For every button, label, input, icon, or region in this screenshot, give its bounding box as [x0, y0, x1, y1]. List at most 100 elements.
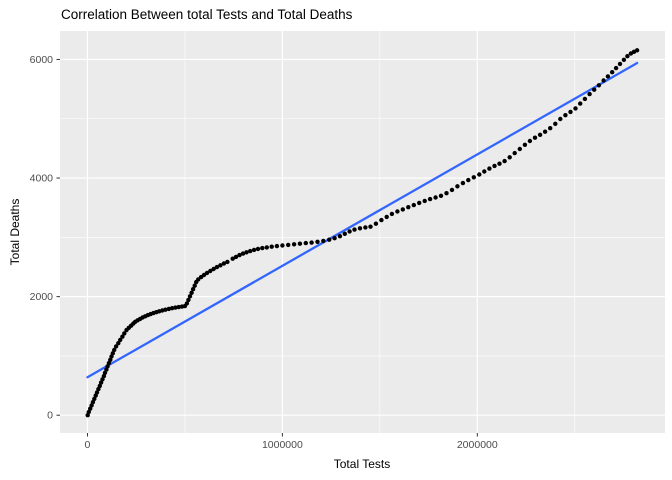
data-point: [582, 96, 588, 102]
data-point: [105, 364, 110, 369]
data-point: [558, 116, 563, 122]
trend-line: [86, 61, 639, 379]
data-point: [233, 254, 239, 260]
data-point: [601, 78, 606, 83]
data-point: [587, 91, 592, 97]
panel-background: [60, 31, 665, 433]
data-point: [347, 229, 352, 234]
data-point: [610, 70, 615, 75]
data-point: [592, 87, 597, 92]
data-point: [94, 390, 100, 395]
x-axis-title: Total Tests: [333, 457, 391, 471]
x-tick-label: 1000000: [262, 439, 303, 451]
data-point: [303, 240, 308, 246]
data-point: [166, 306, 171, 312]
data-point: [230, 256, 235, 261]
data-point: [384, 214, 389, 220]
data-point: [548, 126, 553, 131]
data-point: [88, 406, 93, 411]
y-tick-label: 2000: [30, 291, 54, 303]
data-point: [517, 146, 522, 152]
chart-title: Correlation Between total Tests and Tota…: [61, 7, 353, 22]
data-point: [176, 304, 181, 310]
data-point: [337, 234, 343, 239]
data-point: [438, 193, 444, 198]
data-point: [208, 268, 213, 274]
y-tick-label: 4000: [30, 173, 54, 185]
data-point: [260, 245, 265, 251]
data-point: [621, 57, 627, 62]
data-point: [92, 396, 97, 402]
data-point: [97, 383, 103, 389]
data-point: [492, 163, 497, 169]
data-point: [466, 177, 471, 183]
data-point: [449, 187, 455, 193]
data-point: [274, 243, 280, 249]
data-point: [537, 132, 543, 137]
data-point: [225, 259, 230, 265]
data-point: [395, 209, 400, 214]
data-point: [237, 252, 242, 258]
data-point: [363, 225, 368, 230]
data-point: [411, 202, 416, 208]
data-point: [444, 191, 449, 196]
x-tick-label: 2000000: [457, 439, 498, 451]
data-point: [122, 331, 127, 336]
data-point: [112, 347, 117, 353]
data-point: [578, 101, 583, 106]
y-axis-title: Total Deaths: [8, 198, 22, 266]
data-point: [422, 198, 427, 204]
data-point: [357, 226, 363, 231]
data-point: [460, 180, 466, 186]
data-point: [400, 207, 405, 212]
data-point: [502, 158, 507, 164]
data-point: [264, 245, 269, 250]
data-point: [389, 211, 395, 217]
data-point: [417, 200, 422, 206]
data-point: [192, 283, 197, 288]
data-point: [315, 239, 320, 244]
data-point: [244, 250, 249, 255]
data-point: [118, 337, 123, 343]
data-point: [487, 166, 492, 171]
data-point: [368, 224, 373, 229]
data-point: [532, 135, 538, 140]
data-point: [269, 244, 274, 249]
data-point: [187, 294, 193, 299]
data-point: [186, 297, 191, 303]
data-point: [352, 227, 357, 232]
data-point: [163, 307, 168, 312]
data-point: [512, 150, 517, 156]
data-point: [255, 246, 261, 252]
data-point: [497, 161, 502, 166]
data-point: [218, 263, 223, 268]
data-point: [527, 138, 533, 144]
data-point: [251, 247, 257, 253]
data-point: [568, 109, 573, 115]
data-point: [184, 301, 190, 306]
data-point: [573, 106, 578, 111]
data-point: [104, 367, 109, 372]
data-point: [113, 344, 119, 349]
data-point: [309, 240, 314, 245]
data-point: [477, 172, 482, 177]
data-point: [596, 83, 602, 88]
data-point: [427, 196, 433, 202]
data-point: [634, 48, 640, 53]
data-point: [553, 121, 558, 127]
data-point: [625, 54, 630, 59]
data-point: [321, 238, 326, 244]
data-point: [98, 380, 104, 385]
data-point: [342, 231, 347, 236]
data-point: [90, 400, 96, 405]
data-point: [613, 65, 619, 71]
data-point: [211, 266, 216, 272]
data-point: [116, 341, 121, 346]
data-point: [433, 195, 438, 200]
data-point: [471, 175, 476, 180]
data-point: [522, 142, 528, 147]
data-point: [214, 264, 220, 270]
data-point: [455, 184, 460, 189]
data-point: [291, 242, 297, 247]
